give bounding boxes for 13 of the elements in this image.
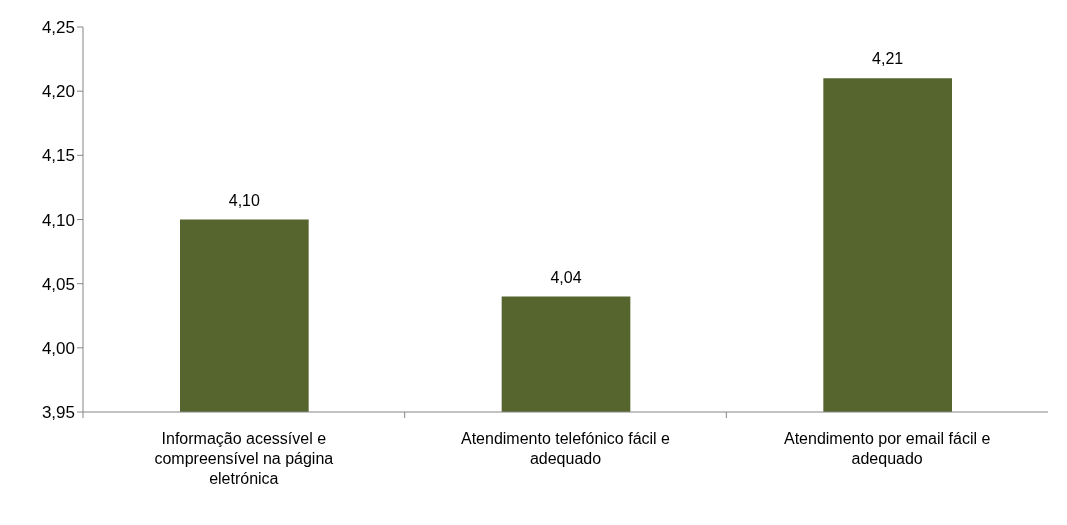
y-tick-label: 4,00 [41,338,75,358]
data-label: 4,10 [228,191,261,209]
y-tick-label: 4,10 [41,210,75,230]
x-tick-label: Informação acessível e compreensível na página eletrónica [154,430,334,488]
x-tick-label: Atendimento telefónico fácil e adequado [460,430,671,468]
y-tick-label: 4,20 [41,82,75,102]
y-tick-label: 4,15 [41,146,75,166]
x-tick-label: Atendimento por email fácil e adequado [784,430,991,468]
y-tick-label: 4,05 [41,274,75,294]
y-tick-label: 4,25 [41,18,75,38]
data-label: 4,04 [550,268,582,286]
data-label: 4,21 [872,50,904,68]
y-tick-label: 3,95 [41,403,75,423]
